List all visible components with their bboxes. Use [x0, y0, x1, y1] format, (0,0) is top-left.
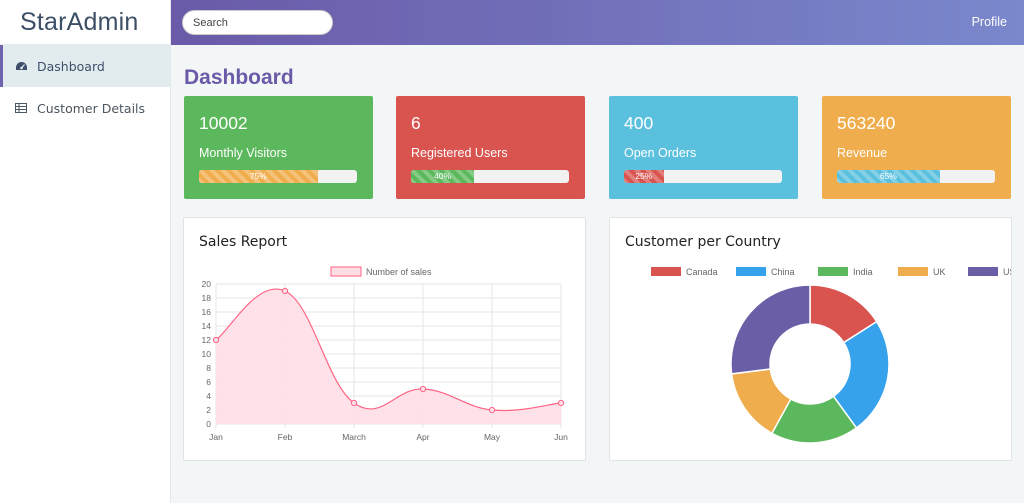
- panel-title: Sales Report: [199, 234, 288, 250]
- profile-link[interactable]: Profile: [971, 15, 1007, 29]
- progress-bar: 75%: [199, 170, 357, 183]
- y-tick-label: 10: [202, 349, 212, 359]
- progress-fill: 25%: [624, 170, 664, 183]
- stat-card-registered-users: 6 Registered Users 40%: [396, 96, 585, 199]
- sidebar-item-dashboard[interactable]: Dashboard: [0, 45, 170, 87]
- progress-bar: 40%: [411, 170, 569, 183]
- brand-logo[interactable]: StarAdmin: [0, 0, 170, 45]
- stat-value: 400: [624, 113, 654, 133]
- x-tick-label: Feb: [278, 432, 293, 442]
- sidebar-item-label: Customer Details: [37, 100, 146, 116]
- stat-label: Monthly Visitors: [199, 146, 287, 160]
- x-tick-label: May: [484, 432, 501, 442]
- progress-bar: 65%: [837, 170, 995, 183]
- sidebar: StarAdmin Dashboard Customer Details: [0, 0, 171, 503]
- legend-swatch: [968, 267, 998, 276]
- doughnut-slice: [832, 320, 890, 429]
- x-tick-label: Jan: [209, 432, 223, 442]
- table-icon: [14, 101, 28, 115]
- dashboard-gauge-icon: [14, 59, 28, 73]
- x-tick-label: Apr: [416, 432, 429, 442]
- sales-report-panel: Sales Report Number of sales 0 2 4 6 8 10 12 14 1…: [183, 217, 586, 461]
- x-tick-label: March: [342, 432, 366, 442]
- data-point: [557, 399, 565, 407]
- legend-swatch: [651, 267, 681, 276]
- stat-value: 563240: [837, 113, 896, 133]
- y-tick-label: 12: [202, 335, 212, 345]
- legend-label: Number of sales: [366, 267, 432, 277]
- search-input[interactable]: [182, 10, 333, 35]
- y-tick-label: 6: [206, 377, 211, 387]
- y-tick-label: 8: [206, 363, 211, 373]
- page-title: Dashboard: [184, 66, 294, 89]
- x-tick-label: Jun: [554, 432, 568, 442]
- sales-line-chart: Number of sales 0 2 4 6 8 10 12 14 16 18 20 Jan Feb Ma…: [202, 266, 568, 442]
- stat-card-open-orders: 400 Open Orders 25%: [609, 96, 798, 199]
- y-tick-label: 16: [202, 307, 212, 317]
- legend-label: Canada: [686, 267, 718, 277]
- y-tick-label: 2: [206, 405, 211, 415]
- legend-swatch: [898, 267, 928, 276]
- data-point: [212, 336, 220, 344]
- stat-card-revenue: 563240 Revenue 65%: [822, 96, 1011, 199]
- legend-label: USA: [1003, 267, 1011, 277]
- progress-fill: 65%: [837, 170, 940, 183]
- stat-value: 10002: [199, 113, 248, 133]
- y-tick-label: 4: [206, 391, 211, 401]
- data-point: [488, 406, 496, 414]
- stat-label: Registered Users: [411, 146, 508, 160]
- data-point: [419, 385, 427, 393]
- stat-card-monthly-visitors: 10002 Monthly Visitors 75%: [184, 96, 373, 199]
- stat-label: Open Orders: [624, 146, 697, 160]
- top-navbar: Profile: [171, 0, 1024, 45]
- y-tick-label: 18: [202, 293, 212, 303]
- y-tick-label: 0: [206, 419, 211, 429]
- legend-swatch: [330, 266, 362, 277]
- customer-country-panel: Customer per Country Canada China India UK U…: [609, 217, 1012, 461]
- sidebar-item-customer-details[interactable]: Customer Details: [0, 87, 170, 129]
- data-point: [281, 287, 289, 295]
- progress-fill: 40%: [411, 170, 475, 183]
- stat-label: Revenue: [837, 146, 888, 160]
- y-tick-label: 20: [202, 279, 212, 289]
- sidebar-item-label: Dashboard: [37, 58, 105, 74]
- stat-value: 6: [411, 113, 421, 133]
- legend-label: China: [771, 267, 795, 277]
- series-area: [216, 289, 561, 424]
- legend-label: UK: [933, 267, 946, 277]
- data-point: [350, 399, 358, 407]
- country-doughnut-chart: Canada China India UK USA: [651, 267, 1011, 444]
- panel-title: Customer per Country: [625, 234, 781, 250]
- y-tick-label: 14: [202, 321, 212, 331]
- doughnut-slice: [730, 284, 811, 375]
- legend-label: India: [853, 267, 873, 277]
- legend-swatch: [736, 267, 766, 276]
- progress-bar: 25%: [624, 170, 782, 183]
- progress-fill: 75%: [199, 170, 318, 183]
- legend-swatch: [818, 267, 848, 276]
